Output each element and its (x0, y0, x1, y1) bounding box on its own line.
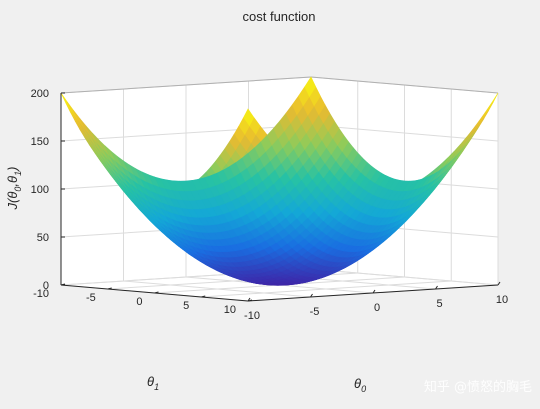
z-axis-label: J(θ0,θ1) (5, 167, 23, 211)
y-tick-label: 0 (136, 296, 142, 308)
y-tick-label: 10 (224, 304, 236, 316)
y-tick-mark (201, 295, 206, 298)
x-tick-label: 10 (496, 294, 508, 306)
z-tick-label: 100 (31, 184, 49, 196)
y-tick-mark (107, 287, 112, 290)
x-tick-label: 0 (374, 302, 380, 314)
z-tick-label: 0 (43, 280, 49, 292)
x-tick-mark (310, 293, 313, 298)
x-tick-label: 5 (436, 298, 442, 310)
x-tick-label: -5 (310, 306, 320, 318)
y-tick-label: 5 (183, 300, 189, 312)
y-tick-mark (154, 291, 159, 294)
watermark: 知乎 @愤怒的胸毛 (423, 380, 532, 395)
z-tick-label: 150 (31, 136, 49, 148)
chart-title: cost function (243, 9, 316, 24)
x-axis-label: θ0 (354, 376, 366, 394)
x-tick-label: -10 (244, 310, 260, 322)
y-axis-label: θ1 (147, 374, 159, 392)
z-tick-label: 200 (31, 88, 49, 100)
cost-surface (60, 76, 499, 286)
x-tick-mark (372, 289, 376, 294)
y-tick-label: -5 (86, 292, 96, 304)
y-tick-mark (247, 299, 253, 302)
x-tick-mark (497, 281, 501, 286)
x-tick-mark (435, 285, 438, 290)
z-tick-label: 50 (37, 232, 49, 244)
y-tick-label: -10 (33, 288, 49, 300)
surface-patch (304, 76, 317, 98)
